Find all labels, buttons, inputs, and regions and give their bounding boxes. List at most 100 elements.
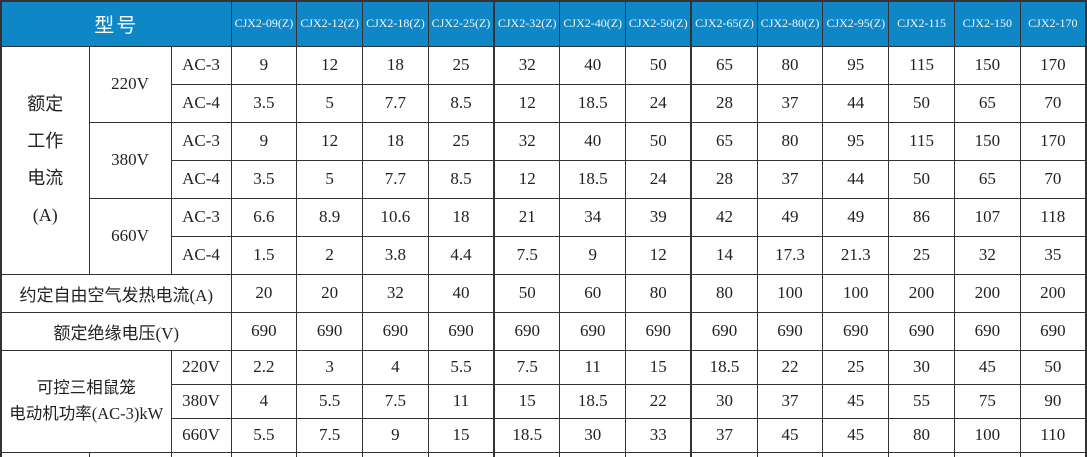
- value-cell: 45: [953, 349, 1021, 385]
- voltage-label-380v: 380V: [170, 383, 232, 419]
- row-motor-power-220v: 可控三相鼠笼 电动机功率(AC-3)kW 220V 2.2 3 4 5.5 7.5 11 1…: [0, 349, 1087, 453]
- partial-row-cell: [230, 451, 298, 457]
- value-cell: 15: [493, 383, 561, 419]
- value-cell: 40: [427, 273, 496, 313]
- value-cell: 9: [362, 417, 429, 453]
- value-cell: 15: [427, 417, 496, 453]
- value-cell: 690: [625, 311, 693, 351]
- value-cell: 80: [625, 273, 693, 313]
- value-cell: 49: [756, 197, 824, 237]
- value-cell: 24: [625, 83, 693, 123]
- value-cell: 11: [559, 349, 627, 385]
- value-cell: 28: [690, 159, 758, 199]
- value-cell: 32: [953, 235, 1021, 275]
- value-cell: 30: [888, 349, 955, 385]
- value-cell: 110: [1019, 417, 1087, 453]
- partial-row-cell: [362, 451, 429, 457]
- value-cell: 9: [559, 235, 627, 275]
- model-header-cell: CJX2-95(Z): [822, 0, 890, 47]
- value-cell: 170: [1019, 121, 1087, 161]
- value-cell: 75: [953, 383, 1021, 419]
- value-cell: 86: [888, 197, 955, 237]
- model-header-cell: CJX2-18(Z): [362, 0, 429, 47]
- value-cell: 95: [822, 45, 890, 85]
- value-cell: 5.5: [296, 383, 364, 419]
- value-cell: 690: [888, 311, 955, 351]
- row-motor-power-380v: 380V 4 5.5 7.5 11 15 18.5 22 30 37 45 55 75 90: [1, 383, 1087, 419]
- value-cell: 44: [822, 159, 890, 199]
- partial-row-cell: [493, 451, 561, 457]
- value-cell: 2: [296, 235, 364, 275]
- value-cell: 18: [362, 45, 429, 85]
- row-380v-ac4: AC-4 3.5 5 7.7 8.5 12 18.5 24 28 37 44 50 65 70: [1, 159, 1087, 199]
- value-cell: 22: [756, 349, 824, 385]
- partial-row-cell: [690, 451, 758, 457]
- value-cell: 34: [559, 197, 627, 237]
- row-660v-ac4: AC-4 1.5 2 3.8 4.4 7.5 9 12 14 17.3 21.3 25 32 35: [1, 235, 1087, 275]
- value-cell: 3.5: [230, 159, 298, 199]
- value-cell: 690: [953, 311, 1021, 351]
- value-cell: 3.5: [230, 83, 298, 123]
- value-cell: 170: [1019, 45, 1087, 85]
- value-cell: 22: [625, 383, 693, 419]
- value-cell: 40: [559, 121, 627, 161]
- value-cell: 25: [822, 349, 890, 385]
- value-cell: 70: [1019, 159, 1087, 199]
- value-cell: 50: [888, 83, 955, 123]
- value-cell: 24: [625, 159, 693, 199]
- voltage-label-660v: 660V: [88, 197, 172, 275]
- value-cell: 7.7: [362, 83, 429, 123]
- category-label-ac3: AC-3: [170, 197, 232, 237]
- value-cell: 37: [756, 383, 824, 419]
- partial-row-cell: [88, 451, 172, 457]
- voltage-label-220v: 220V: [170, 349, 232, 385]
- model-header-cell: CJX2-80(Z): [756, 0, 824, 47]
- model-header-cell: CJX2-09(Z): [230, 0, 298, 47]
- model-header-cell: CJX2-12(Z): [296, 0, 364, 47]
- model-header-cell: CJX2-32(Z): [493, 0, 561, 47]
- value-cell: 690: [559, 311, 627, 351]
- insulation-voltage-label: 额定绝缘电压(V): [0, 311, 232, 351]
- voltage-label-380v: 380V: [88, 121, 172, 199]
- value-cell: 21: [493, 197, 561, 237]
- value-cell: 4: [362, 349, 429, 385]
- value-cell: 60: [559, 273, 627, 313]
- value-cell: 690: [230, 311, 298, 351]
- value-cell: 50: [493, 273, 561, 313]
- value-cell: 200: [953, 273, 1021, 313]
- value-cell: 7.5: [296, 417, 364, 453]
- value-cell: 6.6: [230, 197, 298, 237]
- value-cell: 45: [822, 383, 890, 419]
- value-cell: 70: [1019, 83, 1087, 123]
- value-cell: 118: [1019, 197, 1087, 237]
- value-cell: 14: [690, 235, 758, 275]
- value-cell: 65: [953, 159, 1021, 199]
- value-cell: 690: [1019, 311, 1087, 351]
- value-cell: 8.9: [296, 197, 364, 237]
- header-row: 型号 CJX2-09(Z) CJX2-12(Z) CJX2-18(Z) CJX2-25…: [0, 0, 1087, 47]
- value-cell: 8.5: [427, 83, 496, 123]
- value-cell: 44: [822, 83, 890, 123]
- partial-row-cell: [756, 451, 824, 457]
- value-cell: 690: [756, 311, 824, 351]
- value-cell: 18.5: [559, 383, 627, 419]
- value-cell: 49: [822, 197, 890, 237]
- value-cell: 50: [1019, 349, 1087, 385]
- partial-row-cell: [427, 451, 496, 457]
- value-cell: 1.5: [230, 235, 298, 275]
- value-cell: 690: [296, 311, 364, 351]
- value-cell: 115: [888, 45, 955, 85]
- value-cell: 35: [1019, 235, 1087, 275]
- value-cell: 4: [230, 383, 298, 419]
- value-cell: 50: [625, 121, 693, 161]
- value-cell: 18: [362, 121, 429, 161]
- value-cell: 20: [230, 273, 298, 313]
- value-cell: 32: [493, 45, 561, 85]
- value-cell: 50: [888, 159, 955, 199]
- value-cell: 5.5: [427, 349, 496, 385]
- value-cell: 80: [690, 273, 758, 313]
- value-cell: 5: [296, 83, 364, 123]
- value-cell: 3.8: [362, 235, 429, 275]
- value-cell: 12: [493, 83, 561, 123]
- value-cell: 90: [1019, 383, 1087, 419]
